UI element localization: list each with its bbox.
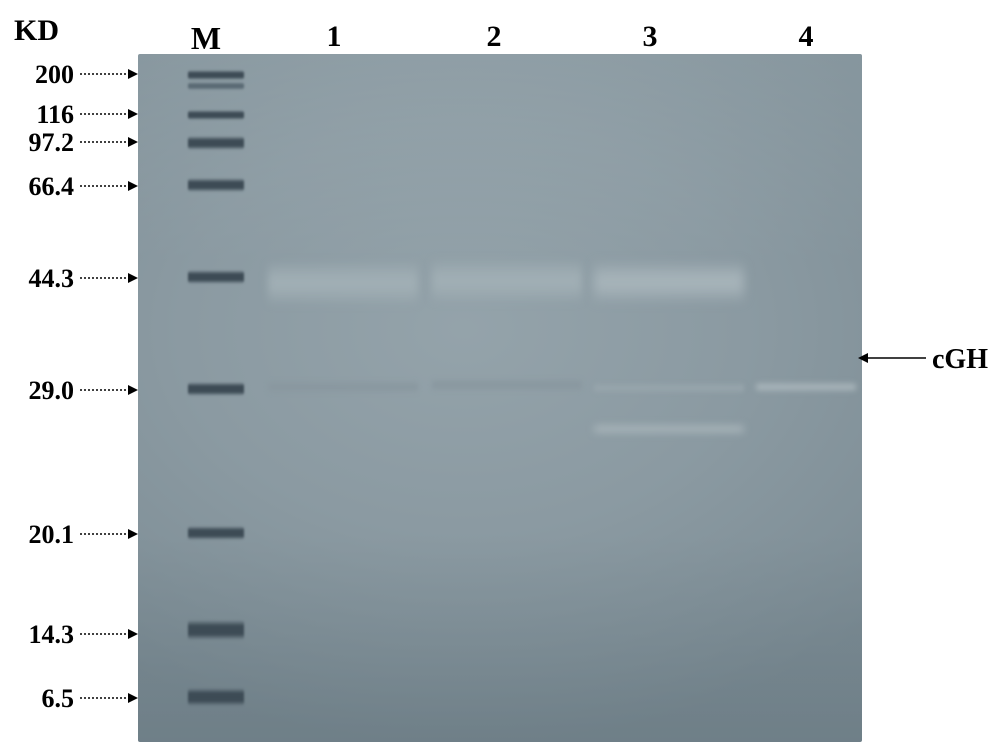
mw-arrow-116: [80, 106, 138, 122]
lane-2-band-0: [432, 258, 582, 304]
marker-band-7: [188, 526, 244, 540]
cgh-arrow: [858, 350, 926, 366]
mw-arrow-29.0: [80, 382, 138, 398]
lane-3-band-1: [594, 382, 744, 394]
marker-band-5: [188, 270, 244, 284]
cgh-protein-label: cGH: [932, 344, 988, 376]
gel-membrane: [138, 54, 862, 742]
marker-band-3: [188, 136, 244, 150]
marker-band-9: [188, 688, 244, 706]
lane-1-band-1: [268, 380, 418, 394]
lane-label-M: M: [186, 20, 226, 57]
lane-1-band-0: [268, 260, 418, 306]
mw-label-97.2: 97.2: [29, 128, 75, 158]
marker-band-8: [188, 620, 244, 640]
marker-band-4: [188, 178, 244, 192]
gel-figure: KD M 1 2 3 4 200 116 97.2 66.4 44.3 29.0 20.…: [0, 0, 1000, 753]
mw-arrow-66.4: [80, 178, 138, 194]
mw-arrow-97.2: [80, 134, 138, 150]
mw-label-44.3: 44.3: [29, 264, 75, 294]
lane-label-2: 2: [474, 20, 514, 54]
marker-band-1: [188, 82, 244, 90]
lane-4-band-0: [756, 382, 856, 392]
kd-unit-label: KD: [14, 14, 59, 48]
mw-arrow-20.1: [80, 526, 138, 542]
marker-band-0: [188, 70, 244, 80]
mw-label-20.1: 20.1: [29, 520, 75, 550]
marker-band-6: [188, 382, 244, 396]
lane-label-1: 1: [314, 20, 354, 54]
mw-arrow-6.5: [80, 690, 138, 706]
mw-label-14.3: 14.3: [29, 620, 75, 650]
marker-band-2: [188, 110, 244, 120]
lane-label-3: 3: [630, 20, 670, 54]
lane-2-band-1: [432, 378, 582, 392]
mw-label-29.0: 29.0: [29, 376, 75, 406]
mw-arrow-44.3: [80, 270, 138, 286]
mw-label-66.4: 66.4: [29, 172, 75, 202]
mw-label-116: 116: [36, 100, 74, 130]
mw-arrow-14.3: [80, 626, 138, 642]
mw-label-200: 200: [35, 60, 74, 90]
mw-label-6.5: 6.5: [42, 684, 75, 714]
mw-arrow-200: [80, 66, 138, 82]
lane-label-4: 4: [786, 20, 826, 54]
lane-3-band-0: [594, 260, 744, 304]
lane-3-band-2: [594, 424, 744, 434]
